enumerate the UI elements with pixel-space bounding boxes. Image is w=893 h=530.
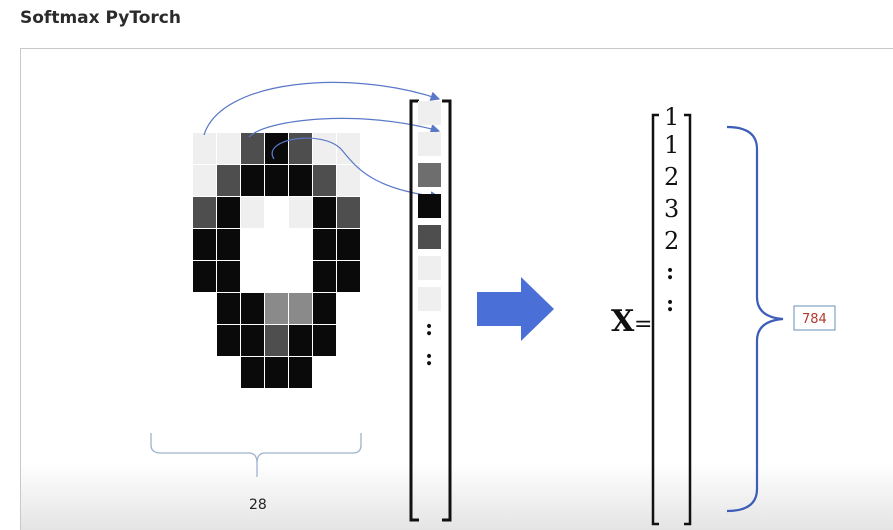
slide-diagram: 28 : : X = 1 1 2 3 2 : : 784 bbox=[20, 48, 893, 530]
diagram-canvas: 28 : : X = 1 1 2 3 2 : : 784 bbox=[150, 81, 836, 526]
vector-bracket-right bbox=[684, 113, 692, 526]
column-cell bbox=[418, 101, 441, 125]
page-title: Softmax PyTorch bbox=[20, 8, 181, 28]
column-cell bbox=[418, 194, 441, 218]
column-bracket-right bbox=[442, 99, 452, 522]
pixel-cell bbox=[313, 293, 336, 324]
pixel-cell bbox=[289, 165, 312, 196]
pixel-cell bbox=[265, 133, 288, 164]
column-vector-cells bbox=[418, 101, 441, 311]
vector-value-4: 3 bbox=[664, 195, 679, 223]
pixel-cell bbox=[217, 261, 240, 292]
pixel-cell bbox=[193, 133, 216, 164]
digit-pixel-grid bbox=[193, 133, 360, 388]
pixel-cell bbox=[337, 229, 360, 260]
pixel-cell bbox=[193, 197, 216, 228]
width-label: 28 bbox=[249, 497, 267, 513]
column-cell bbox=[418, 163, 441, 187]
vector-bracket-left bbox=[651, 113, 659, 526]
pixel-cell bbox=[337, 165, 360, 196]
column-cell bbox=[418, 225, 441, 249]
pixel-cell bbox=[265, 325, 288, 356]
vector-value-1: 1 bbox=[664, 103, 679, 131]
pixel-cell bbox=[265, 357, 288, 388]
pixel-cell bbox=[265, 293, 288, 324]
column-cell bbox=[418, 132, 441, 156]
vector-dots-1: : bbox=[666, 259, 674, 285]
pixel-cell bbox=[289, 133, 312, 164]
pixel-cell bbox=[241, 325, 264, 356]
equals-sign: = bbox=[634, 312, 652, 337]
pixel-cell bbox=[193, 229, 216, 260]
column-cell bbox=[418, 256, 441, 280]
pixel-cell bbox=[217, 165, 240, 196]
pixel-cell bbox=[313, 133, 336, 164]
pixel-cell bbox=[337, 133, 360, 164]
transform-arrow-icon bbox=[477, 277, 554, 341]
width-brace bbox=[150, 433, 362, 477]
pixel-cell bbox=[265, 165, 288, 196]
pixel-cell bbox=[241, 165, 264, 196]
pixel-cell bbox=[337, 197, 360, 228]
vector-value-3: 2 bbox=[664, 163, 679, 191]
pixel-cell bbox=[241, 357, 264, 388]
pixel-cell bbox=[337, 261, 360, 292]
pixel-cell bbox=[289, 325, 312, 356]
flow-arrow-1 bbox=[203, 81, 441, 136]
pixel-cell bbox=[313, 197, 336, 228]
pixel-cell bbox=[289, 293, 312, 324]
pixel-cell bbox=[217, 293, 240, 324]
column-bracket-left bbox=[409, 99, 419, 522]
pixel-cell bbox=[241, 133, 264, 164]
pixel-cell bbox=[217, 229, 240, 260]
size-box bbox=[793, 305, 836, 331]
column-dots-1: : bbox=[425, 315, 433, 341]
pixel-cell bbox=[241, 293, 264, 324]
pixel-cell bbox=[193, 261, 216, 292]
vector-dots-2: : bbox=[666, 291, 674, 317]
column-dots-2: : bbox=[425, 345, 433, 371]
x-label: X bbox=[611, 304, 635, 339]
pixel-cell bbox=[193, 165, 216, 196]
pixel-cell bbox=[241, 197, 264, 228]
pixel-cell bbox=[217, 197, 240, 228]
pixel-cell bbox=[217, 325, 240, 356]
pixel-cell bbox=[313, 165, 336, 196]
size-label: 784 bbox=[802, 312, 827, 327]
pixel-cell bbox=[217, 133, 240, 164]
vector-value-2: 1 bbox=[664, 131, 679, 159]
column-cell bbox=[418, 287, 441, 311]
pixel-cell bbox=[313, 229, 336, 260]
size-brace bbox=[726, 125, 784, 513]
flow-arrow-3 bbox=[271, 137, 441, 201]
pixel-cell bbox=[289, 357, 312, 388]
vector-value-5: 2 bbox=[664, 227, 679, 255]
pixel-cell bbox=[313, 261, 336, 292]
pixel-cell bbox=[313, 325, 336, 356]
pixel-cell bbox=[289, 197, 312, 228]
